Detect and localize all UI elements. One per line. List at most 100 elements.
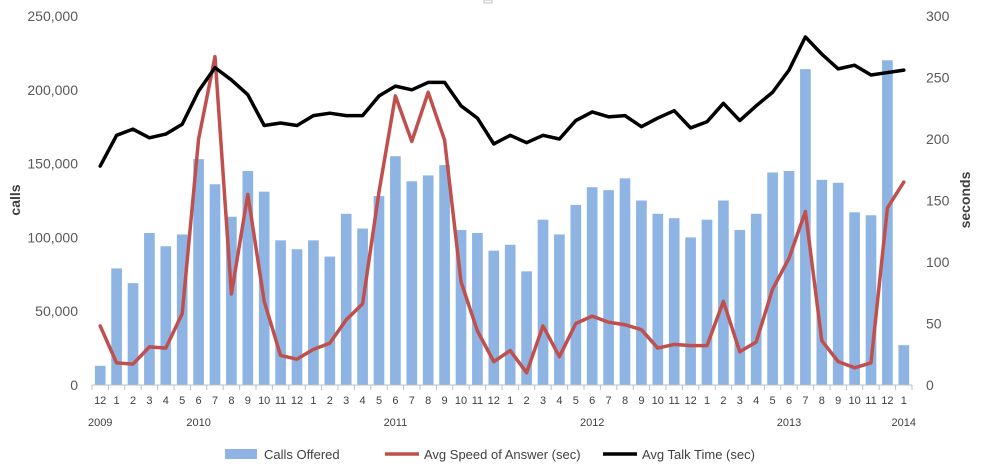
bar-calls-offered [504, 244, 516, 385]
bar-calls-offered [406, 181, 418, 385]
x-tick-label-month: 7 [802, 395, 808, 407]
x-tick-label-month: 7 [606, 395, 612, 407]
x-tick-label-month: 4 [360, 395, 366, 407]
bar-calls-offered [750, 213, 762, 385]
bar-calls-offered [586, 187, 598, 385]
bar-calls-offered [226, 216, 237, 385]
bar-calls-offered [521, 271, 532, 385]
x-tick-label-year: 2012 [580, 417, 604, 429]
bar-calls-offered [668, 218, 680, 385]
bar-calls-offered [127, 283, 139, 385]
y-axis-right: 0 50 100 150 200 250 300 [926, 8, 950, 393]
bar-calls-offered [373, 196, 385, 385]
y-axis-right-title: seconds [957, 171, 973, 228]
bar-calls-offered [685, 237, 696, 385]
bar-calls-offered [390, 156, 401, 385]
x-tick-label-month: 6 [392, 395, 398, 407]
bar-calls-offered [209, 184, 221, 385]
y-tick-label-right: 0 [926, 377, 934, 393]
x-tick-label-month: 9 [442, 395, 448, 407]
legend-label: Avg Speed of Answer (sec) [424, 447, 581, 462]
x-tick-label-month: 12 [291, 395, 303, 407]
bar-calls-offered [275, 240, 286, 385]
bar-calls-offered [439, 165, 450, 385]
x-tick-label-month: 7 [409, 395, 415, 407]
x-tick-label-month: 6 [196, 395, 202, 407]
y-tick-label-left: 50,000 [35, 303, 78, 319]
bars-calls-offered [94, 60, 910, 385]
y-tick-label-left: 150,000 [27, 156, 78, 172]
bar-calls-offered [816, 179, 828, 385]
x-tick-label-month: 5 [573, 395, 579, 407]
bar-calls-offered [144, 232, 155, 385]
x-tick-label-month: 10 [848, 395, 860, 407]
x-tick-label-month: 10 [652, 395, 664, 407]
bar-calls-offered [472, 232, 483, 385]
bar-calls-offered [619, 178, 631, 385]
x-tick-label-month: 5 [770, 395, 776, 407]
x-tick-label-month: 4 [753, 395, 759, 407]
bar-calls-offered [340, 213, 352, 385]
x-tick-label-month: 2 [130, 395, 136, 407]
x-tick-label-month: 4 [163, 395, 169, 407]
bar-calls-offered [537, 219, 549, 385]
x-tick-label-month: 9 [638, 395, 644, 407]
bar-calls-offered [849, 212, 860, 385]
y-axis-left: 0 50,000 100,000 150,000 200,000 250,000 [27, 8, 78, 393]
legend: Calls Offered Avg Speed of Answer (sec) Av… [225, 447, 755, 462]
x-tick-label-month: 3 [343, 395, 349, 407]
y-tick-label-left: 100,000 [27, 229, 78, 245]
bar-calls-offered [800, 69, 811, 385]
bar-calls-offered [718, 200, 729, 385]
bar-calls-offered [242, 170, 254, 385]
x-tick-label-month: 9 [245, 395, 251, 407]
y-tick-label-right: 100 [926, 254, 950, 270]
x-tick-label-year: 2011 [384, 417, 408, 429]
x-tick-label-month: 1 [704, 395, 710, 407]
y-tick-label-right: 200 [926, 131, 950, 147]
bar-calls-offered [783, 170, 795, 385]
x-tick-label-year: 2010 [186, 417, 210, 429]
bar-calls-offered [570, 204, 582, 385]
x-tick-label-month: 1 [901, 395, 907, 407]
x-tick-label-month: 8 [622, 395, 628, 407]
x-tick-label-month: 1 [310, 395, 316, 407]
legend-swatch-calls-offered [225, 449, 257, 459]
bar-calls-offered [488, 250, 500, 385]
bar-calls-offered [767, 172, 778, 385]
bar-calls-offered [455, 230, 467, 385]
bar-calls-offered [832, 182, 844, 385]
x-tick-label-month: 2 [524, 395, 530, 407]
bar-calls-offered [258, 191, 270, 385]
bar-calls-offered [291, 249, 303, 385]
x-tick-label-month: 12 [684, 395, 696, 407]
x-tick-label-month: 2 [720, 395, 726, 407]
legend-label: Calls Offered [264, 447, 340, 462]
bar-calls-offered [865, 215, 877, 385]
series-lines [98, 35, 906, 375]
x-tick-label-month: 3 [737, 395, 743, 407]
bar-calls-offered [422, 175, 434, 385]
line-avg-speed-of-answer [98, 54, 906, 375]
x-tick-label-month: 11 [865, 395, 876, 407]
x-tick-label-month: 2 [327, 395, 333, 407]
x-tick-label-year: 2014 [892, 417, 916, 429]
y-axis-left-title: calls [7, 184, 23, 215]
y-tick-label-right: 150 [926, 193, 950, 209]
y-tick-label-left: 250,000 [27, 8, 78, 24]
bar-calls-offered [160, 246, 172, 385]
bar-calls-offered [308, 240, 319, 385]
y-tick-label-right: 300 [926, 8, 950, 24]
bar-calls-offered [701, 219, 713, 385]
x-tick-label-month: 12 [94, 395, 106, 407]
x-tick-label-month: 1 [114, 395, 120, 407]
top-marker [483, 0, 493, 4]
x-tick-label-month: 5 [179, 395, 185, 407]
x-tick-label-month: 10 [455, 395, 467, 407]
x-tick-label-month: 1 [507, 395, 513, 407]
x-tick-label-month: 12 [881, 395, 893, 407]
bar-calls-offered [324, 256, 336, 385]
bar-calls-offered [357, 228, 368, 385]
bar-calls-offered [193, 159, 204, 385]
